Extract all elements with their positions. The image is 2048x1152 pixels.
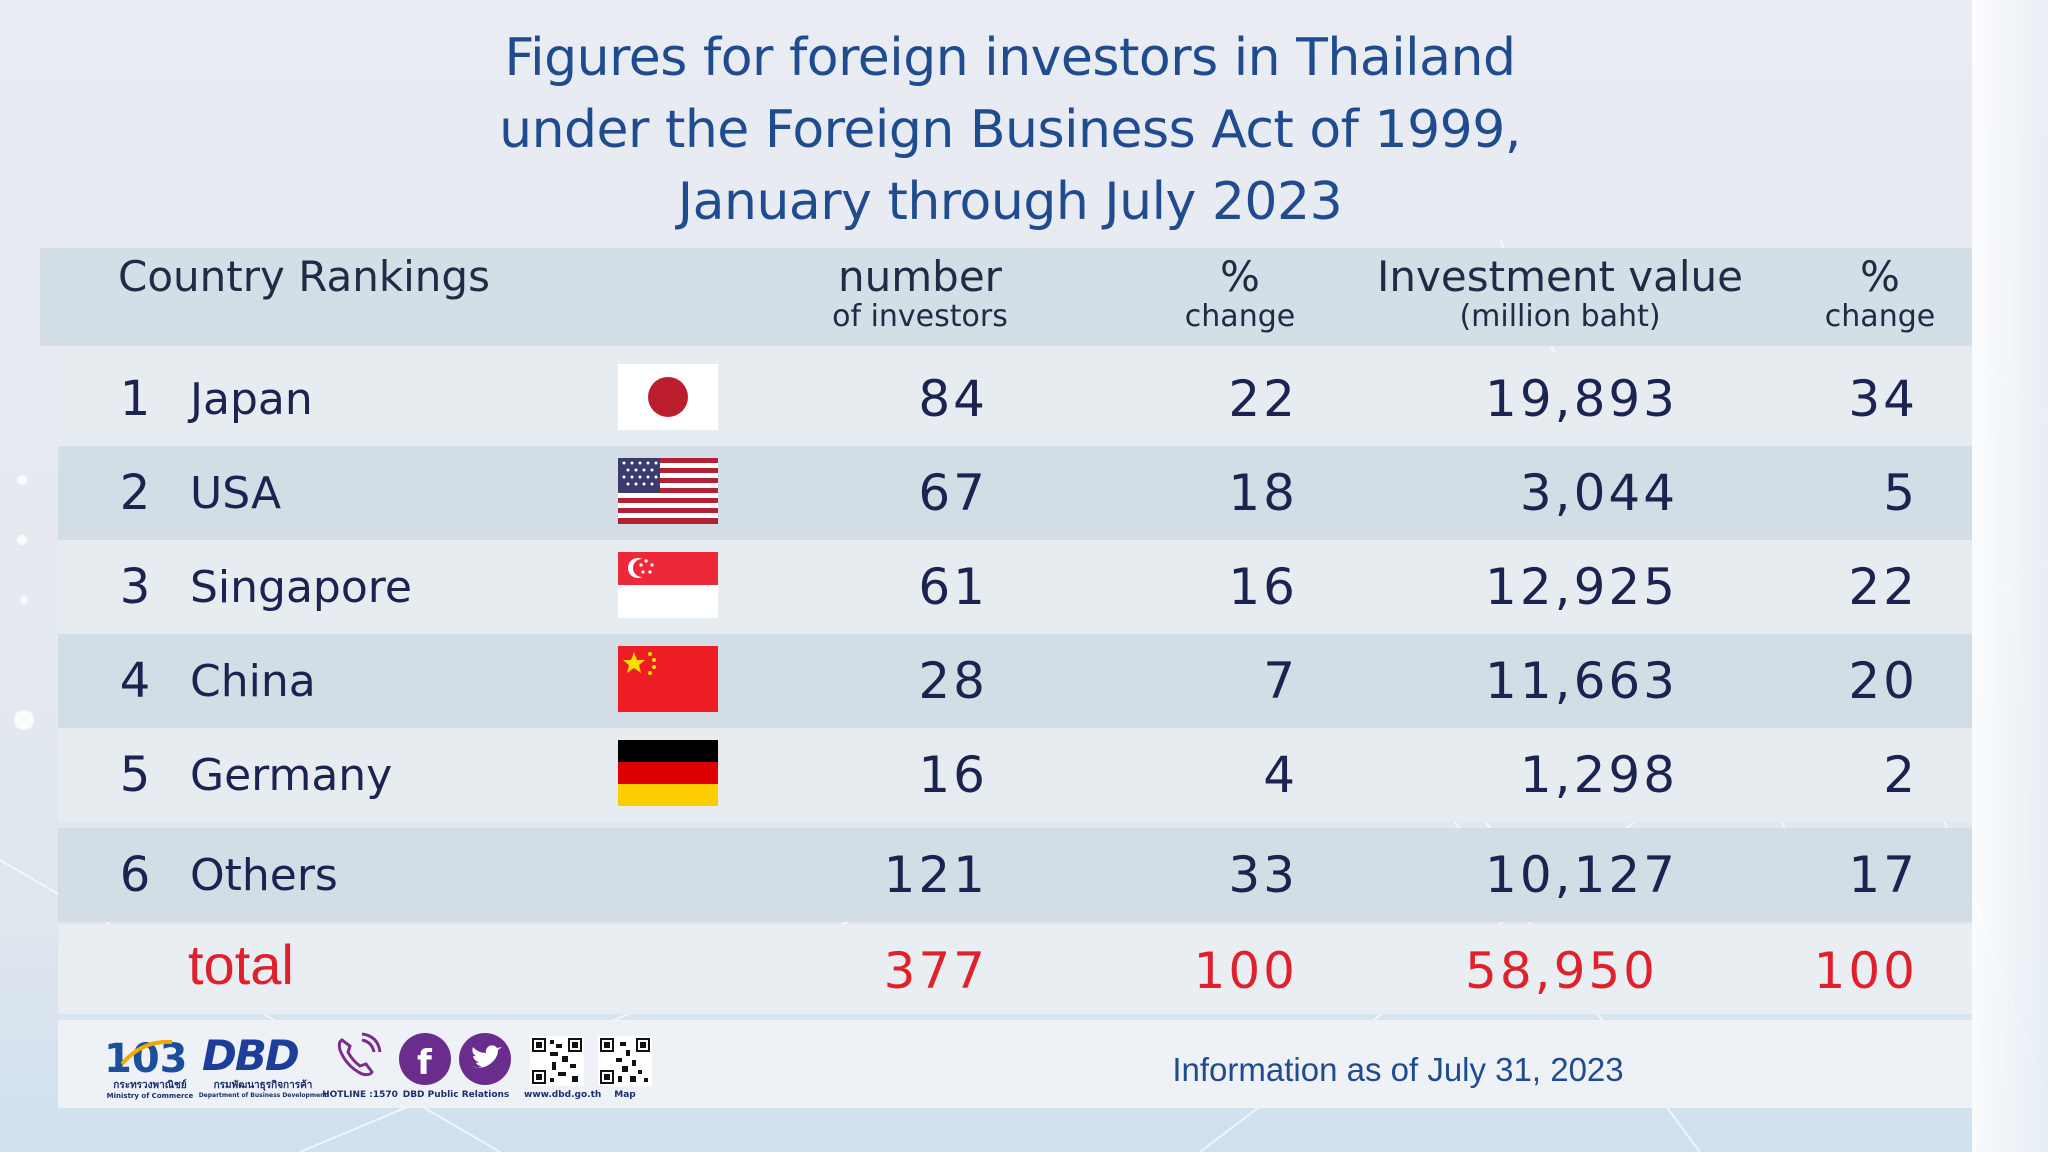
germany-flag-icon (618, 740, 718, 806)
value-pct-change: 5 (1883, 464, 1918, 522)
dbd-caption: กรมพัฒนาธุรกิจการค้า (213, 1080, 313, 1091)
investors-count: 67 (918, 464, 988, 522)
dbd-logo: DBD (202, 1030, 320, 1080)
total-investors-pct: 100 (1193, 942, 1298, 1000)
investment-value: 1,298 (1519, 746, 1678, 804)
investors-pct-change: 4 (1263, 746, 1298, 804)
social-caption: DBD Public Relations (402, 1090, 510, 1100)
header-pct-value: % change (1824, 252, 1936, 334)
table-row: 5 Germany 16 4 1,298 2 (58, 728, 1972, 822)
investors-count: 121 (883, 846, 988, 904)
usa-flag-icon (618, 458, 718, 524)
investment-value: 12,925 (1485, 558, 1678, 616)
total-investors: 377 (883, 942, 988, 1000)
table-row: 6 Others 121 33 10,127 17 (58, 828, 1972, 922)
ministry-caption: กระทรวงพาณิชย์ (113, 1080, 187, 1091)
title-line-2: under the Foreign Business Act of 1999, (499, 100, 1521, 160)
map-caption: Map (614, 1090, 636, 1100)
header-number: number of investors (832, 252, 1008, 334)
china-flag-icon (618, 646, 718, 712)
investment-value: 11,663 (1485, 652, 1678, 710)
investment-value: 3,044 (1519, 464, 1678, 522)
investors-count: 16 (918, 746, 988, 804)
table-row: 2 USA 67 18 3,044 5 (58, 446, 1972, 540)
table-row: 3 Singapore 61 16 12,925 22 (58, 540, 1972, 634)
header-country: Country Rankings (118, 252, 490, 301)
investment-value: 19,893 (1485, 370, 1678, 428)
website-caption: www.dbd.go.th (524, 1090, 602, 1100)
svg-text:f: f (417, 1043, 433, 1083)
information-date: Information as of July 31, 2023 (1172, 1051, 1624, 1088)
value-pct-change: 20 (1848, 652, 1918, 710)
value-pct-change: 22 (1848, 558, 1918, 616)
investors-pct-change: 33 (1228, 846, 1298, 904)
page-title: Figures for foreign investors in Thailan… (0, 22, 2020, 238)
rank-number: 3 (119, 559, 151, 615)
header-pct-investors: % change (1184, 252, 1296, 334)
japan-flag-icon (618, 364, 718, 430)
investors-count: 84 (918, 370, 988, 428)
rank-number: 1 (119, 371, 151, 427)
table-row: 4 China 28 7 11,663 20 (58, 634, 1972, 728)
hotline-caption: HOTLINE :1570 (322, 1090, 398, 1100)
header-investment-value: Investment value (million baht) (1377, 252, 1743, 334)
rank-number: 5 (119, 747, 151, 803)
investors-pct-change: 16 (1228, 558, 1298, 616)
total-label: total (188, 932, 294, 996)
value-pct-change: 2 (1883, 746, 1918, 804)
title-line-1: Figures for foreign investors in Thailan… (504, 28, 1516, 88)
total-row: total 377 100 58,950 100 (58, 924, 1972, 1014)
phone-icon[interactable] (332, 1032, 384, 1080)
total-value-pct: 100 (1813, 942, 1918, 1000)
investors-pct-change: 7 (1263, 652, 1298, 710)
country-name: Japan (190, 373, 313, 425)
footer-bar: 103 กระทรวงพาณิชย์ Ministry of Commerce … (58, 1020, 1972, 1108)
rank-number: 6 (119, 847, 151, 903)
investors-count: 61 (918, 558, 988, 616)
dbd-logo-text: DBD (202, 1030, 300, 1080)
investors-pct-change: 18 (1228, 464, 1298, 522)
website-qr-icon[interactable] (530, 1036, 584, 1086)
rank-number: 2 (119, 465, 151, 521)
ministry-subcaption: Ministry of Commerce (106, 1092, 194, 1100)
country-name: Others (190, 849, 338, 901)
side-strip (1972, 0, 2048, 1152)
country-name: Singapore (190, 561, 412, 613)
svg-text:103: 103 (104, 1036, 188, 1078)
twitter-icon[interactable] (458, 1032, 512, 1086)
title-line-3: January through July 2023 (677, 172, 1343, 232)
dbd-subcaption: Department of Business Development (198, 1092, 328, 1099)
facebook-icon[interactable]: f (398, 1032, 452, 1086)
table-row: 1 Japan 84 22 19,893 34 (58, 352, 1972, 446)
rank-number: 4 (119, 653, 151, 709)
value-pct-change: 34 (1848, 370, 1918, 428)
anniversary-logo-graphic: 103 (104, 1036, 188, 1082)
table-header: Country Rankings number of investors % c… (40, 248, 1972, 346)
anniversary-logo: 103 (102, 1034, 194, 1082)
investment-value: 10,127 (1485, 846, 1678, 904)
country-name: China (190, 655, 316, 707)
country-name: USA (190, 467, 282, 519)
singapore-flag-icon (618, 552, 718, 618)
investors-pct-change: 22 (1228, 370, 1298, 428)
map-qr-icon[interactable] (598, 1036, 652, 1086)
country-name: Germany (190, 749, 393, 801)
total-investment-value: 58,950 (1465, 942, 1658, 1000)
value-pct-change: 17 (1848, 846, 1918, 904)
investors-count: 28 (918, 652, 988, 710)
